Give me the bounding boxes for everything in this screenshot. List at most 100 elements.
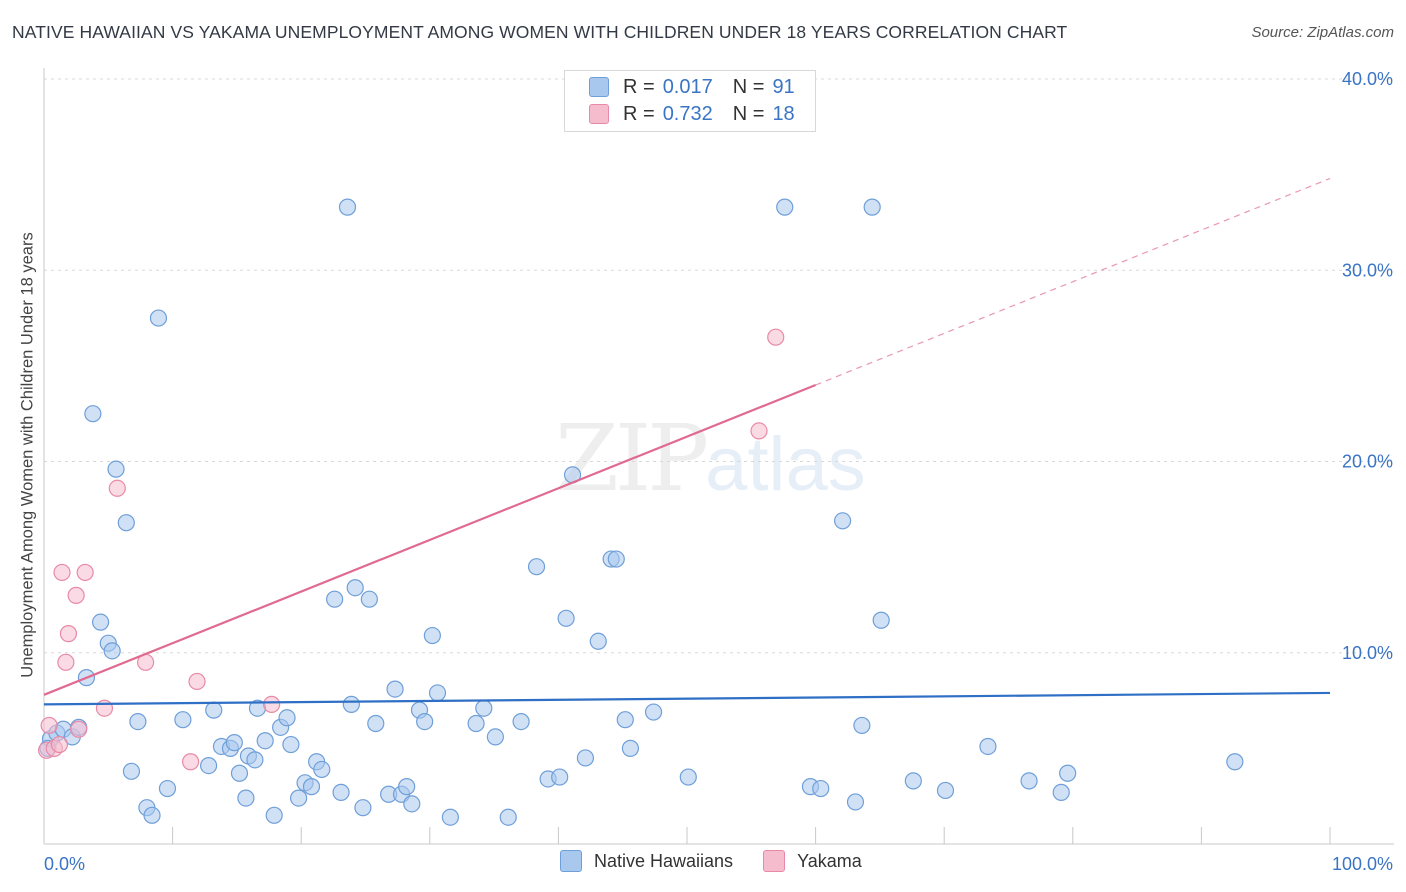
native-hawaiians-point <box>846 793 865 811</box>
yakama-point <box>53 563 71 582</box>
legend-row-yakama: R = 0.732 N = 18 <box>589 102 795 126</box>
native-hawaiians-point <box>812 779 830 798</box>
native-hawaiians-point <box>103 642 121 660</box>
yakama-point <box>76 563 94 582</box>
native-hawaiians-point <box>607 550 625 568</box>
n-label: N = <box>732 75 765 98</box>
yakama-swatch <box>763 850 786 872</box>
chart-title: NATIVE HAWAIIAN VS YAKAMA UNEMPLOYMENT A… <box>12 22 1068 42</box>
native-hawaiians-point <box>403 795 421 813</box>
native-hawaiians-point <box>475 699 493 717</box>
native-hawaiians-point <box>367 714 385 733</box>
native-hawaiians-point <box>143 806 161 824</box>
native-hawaiians-point <box>302 778 321 796</box>
native-hawaiians-point <box>904 772 922 790</box>
native-hawaiians-point <box>174 711 192 729</box>
native-hawaiians-point <box>265 806 283 824</box>
native-hawaiians-point <box>557 609 575 627</box>
yakama-point <box>57 653 75 671</box>
yakama-point <box>50 735 69 754</box>
legend-label: Native Hawaiians <box>594 850 734 871</box>
native-hawaiians-point <box>576 749 595 767</box>
native-hawaiians-point <box>1020 772 1038 790</box>
native-hawaiians-point <box>423 626 441 645</box>
native-hawaiians-point <box>936 781 955 800</box>
native-hawaiians-point <box>872 611 890 629</box>
yakama-point <box>59 625 78 643</box>
native-hawaiians-point <box>644 703 663 721</box>
native-hawaiians-point <box>416 712 434 731</box>
yakama-point <box>750 422 768 440</box>
legend-row-native-hawaiians: R = 0.017 N = 91 <box>589 75 795 99</box>
native-hawaiians-point <box>256 732 274 750</box>
native-hawaiians-point <box>225 734 243 752</box>
native-hawaiians-point <box>853 716 871 735</box>
native-hawaiians-point <box>1226 753 1244 771</box>
legend-item-native-hawaiians[interactable]: Native Hawaiians <box>560 850 733 872</box>
native-hawaiians-point <box>621 739 640 757</box>
native-hawaiians-point <box>338 198 357 216</box>
native-hawaiians-point <box>467 714 485 733</box>
native-hawaiians-point <box>107 460 125 478</box>
n-label: N = <box>732 102 765 125</box>
series-legend: Native Hawaiians Yakama <box>560 850 892 872</box>
native-hawaiians-point <box>230 764 249 782</box>
native-hawaiians-point <box>290 789 308 807</box>
y-tick-label: 10.0% <box>1342 643 1393 663</box>
native-hawaiians-point <box>84 405 102 423</box>
native-hawaiians-point <box>616 711 634 729</box>
native-hawaiians-point <box>863 198 881 216</box>
native-hawaiians-point <box>149 309 168 327</box>
source-credit: Source: ZipAtlas.com <box>1251 24 1394 41</box>
native-hawaiians-swatch <box>589 77 609 97</box>
native-hawaiians-point <box>834 512 852 530</box>
native-hawaiians-point <box>1052 783 1070 801</box>
y-tick-label: 30.0% <box>1342 260 1393 280</box>
r-label: R = <box>623 75 655 98</box>
yakama-point <box>188 672 206 691</box>
r-value: 0.732 <box>662 102 713 125</box>
native-hawaiians-trend-line <box>43 691 1331 706</box>
yakama-swatch <box>589 104 609 124</box>
native-hawaiians-point <box>527 558 546 576</box>
native-hawaiians-point <box>122 762 141 780</box>
y-tick-label: 40.0% <box>1342 69 1393 89</box>
yakama-trend-extension <box>815 177 1331 386</box>
native-hawaiians-point <box>205 701 223 719</box>
native-hawaiians-point <box>278 709 296 727</box>
native-hawaiians-point <box>441 808 459 826</box>
native-hawaiians-point <box>486 728 504 746</box>
native-hawaiians-point <box>360 590 378 608</box>
native-hawaiians-point <box>354 799 372 817</box>
native-hawaiians-point <box>551 768 569 786</box>
native-hawaiians-point <box>499 808 517 826</box>
native-hawaiians-point <box>246 751 264 769</box>
native-hawaiians-point <box>326 590 344 608</box>
yakama-point <box>95 699 114 717</box>
x-tick-label: 0.0% <box>44 854 85 874</box>
native-hawaiians-point <box>589 632 607 650</box>
x-tick-label: 100.0% <box>1332 854 1393 874</box>
yakama-point <box>108 479 126 497</box>
native-hawaiians-point <box>117 514 135 532</box>
native-hawaiians-point <box>428 684 447 702</box>
native-hawaiians-point <box>237 789 255 807</box>
native-hawaiians-point <box>282 735 300 754</box>
native-hawaiians-swatch <box>560 850 582 872</box>
native-hawaiians-point <box>979 737 997 756</box>
yakama-trend-line <box>43 383 817 696</box>
yakama-point <box>67 586 85 604</box>
yakama-point <box>40 716 58 735</box>
native-hawaiians-point <box>91 613 110 631</box>
native-hawaiians-point <box>346 579 364 597</box>
legend-item-yakama[interactable]: Yakama <box>763 850 862 872</box>
native-hawaiians-point <box>200 756 218 775</box>
native-hawaiians-point <box>386 680 404 698</box>
correlation-legend: R = 0.017 N = 91 R = 0.732 N = 18 <box>564 70 816 132</box>
n-value: 91 <box>772 75 795 98</box>
yakama-point <box>767 328 785 346</box>
r-label: R = <box>623 102 655 125</box>
native-hawaiians-point <box>679 768 697 786</box>
native-hawaiians-point <box>313 760 331 779</box>
